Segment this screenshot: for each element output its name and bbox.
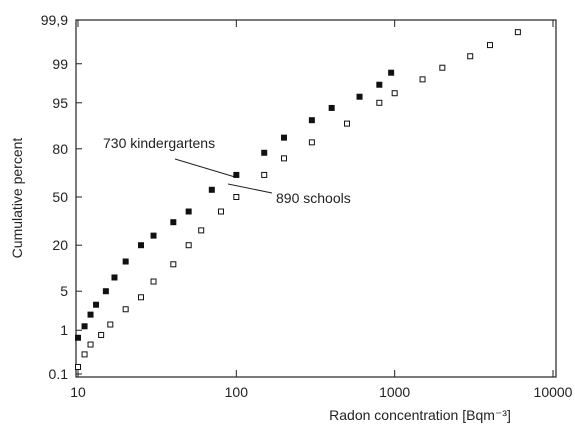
data-point — [87, 341, 94, 348]
data-point — [138, 242, 145, 249]
data-point — [467, 53, 474, 60]
y-tick-label: 80 — [52, 141, 68, 157]
data-point — [122, 258, 129, 265]
data-point — [75, 363, 81, 370]
series-annotation: 890 schools — [276, 190, 351, 206]
data-point — [75, 334, 81, 341]
data-point — [198, 227, 205, 234]
data-point — [486, 42, 493, 49]
x-tick-label: 1000 — [379, 384, 410, 400]
data-point — [376, 99, 383, 106]
series-annotation: 730 kindergartens — [103, 135, 215, 151]
y-tick-label: 99 — [52, 56, 68, 72]
data-point — [170, 219, 177, 226]
data-point — [217, 208, 224, 215]
data-point — [280, 155, 287, 162]
data-point — [102, 288, 109, 295]
plot-frame — [75, 19, 557, 378]
x-tick-label: 10000 — [534, 384, 573, 400]
data-point — [185, 242, 192, 249]
data-point — [150, 232, 157, 239]
x-tick-label: 10 — [70, 384, 86, 400]
data-point — [87, 311, 94, 318]
x-axis-title: Radon concentration [Bqm⁻³] — [329, 407, 511, 423]
data-point — [107, 321, 114, 328]
data-point — [138, 294, 145, 301]
data-point — [111, 274, 118, 281]
y-tick-label: 5 — [60, 283, 68, 299]
data-point — [93, 301, 100, 308]
data-point — [308, 139, 315, 146]
y-tick-label: 0.1 — [49, 366, 69, 382]
y-tick-label: 99,9 — [41, 12, 68, 28]
data-point — [122, 306, 129, 313]
data-point — [81, 351, 88, 358]
data-point — [328, 104, 335, 111]
data-point — [170, 261, 177, 268]
y-tick-label: 95 — [52, 95, 68, 111]
data-point — [185, 208, 192, 215]
data-point — [98, 331, 105, 338]
y-axis-title: Cumulative percent — [9, 138, 25, 259]
data-point — [391, 90, 398, 97]
data-point — [261, 149, 268, 156]
data-point — [308, 117, 315, 124]
y-tick-label: 1 — [60, 322, 68, 338]
data-point — [208, 186, 215, 193]
data-point — [376, 81, 383, 88]
annotation-leader — [174, 158, 236, 178]
y-tick-label: 20 — [52, 237, 68, 253]
data-point — [419, 76, 426, 83]
x-tick-label: 100 — [225, 384, 249, 400]
y-tick-label: 50 — [52, 189, 68, 205]
annotation-leader — [227, 183, 273, 194]
data-point — [150, 278, 157, 285]
data-point — [439, 64, 446, 71]
data-point — [388, 69, 395, 76]
data-point — [81, 323, 88, 330]
data-point — [233, 194, 240, 200]
data-point — [514, 29, 521, 36]
data-point — [280, 134, 287, 141]
data-point — [344, 120, 351, 127]
data-point — [233, 171, 240, 178]
data-point — [261, 171, 268, 178]
data-point — [356, 93, 363, 100]
